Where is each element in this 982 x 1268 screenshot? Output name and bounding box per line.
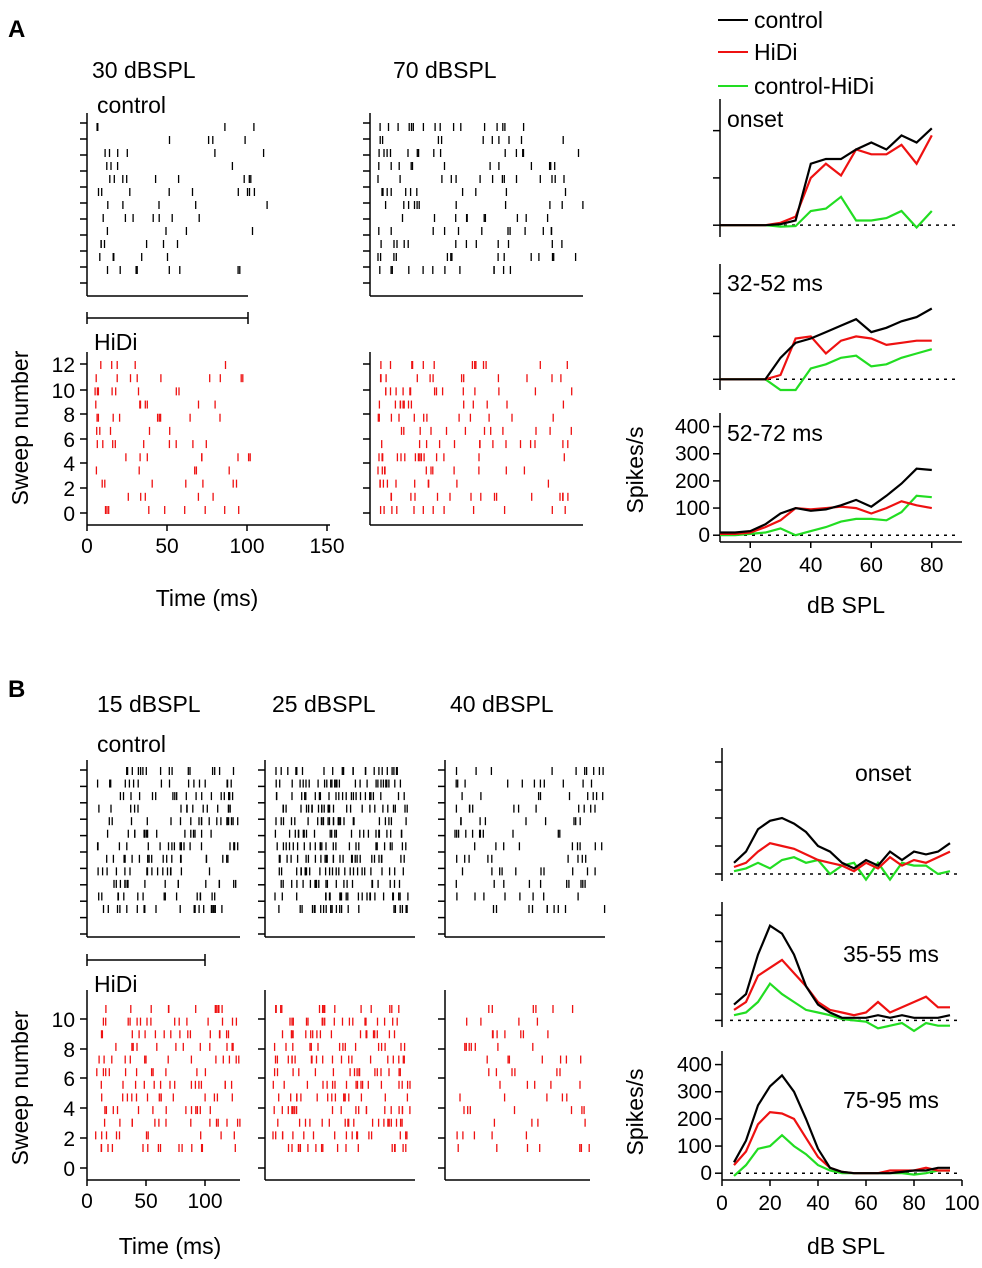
curve-a-52-72-series-control-hidi [720,494,932,537]
curve-b-75-95-x-tick-label: 100 [944,1192,979,1215]
raster-a-hidi-30-y-tick-label: 4 [63,453,75,476]
raster-a-hidi-30-y-tick-label: 12 [52,354,75,377]
raster-b-hidi-0-y-tick-label: 0 [63,1158,75,1181]
raster-b-ylabel: Sweep number [7,1010,33,1165]
curve-b-onset-series-control [733,816,951,870]
raster-b-control-label: control [97,731,166,757]
raster-a-hidi-30-y-tick-label: 2 [63,478,75,501]
curve-a-52-72-y-tick-label: 100 [675,497,710,520]
curve-a-52-72-y-tick-label: 400 [675,416,710,439]
raster-a-hidi-30-y-tick-label: 10 [52,380,75,403]
curve-a1-title: onset [727,106,784,132]
curve-a2-title: 32-52 ms [727,270,823,296]
panel-label-b: B [8,676,25,703]
curve-b1-title: onset [855,760,912,786]
legend-diff-label: control-HiDi [754,73,874,99]
curve-a-32-52-series-control [720,307,933,381]
raster-b-hidi-0-x-tick-label: 50 [134,1190,157,1213]
curve-a-onset-series-control [720,127,933,227]
curve-b-35-55-series-control [733,924,951,1019]
raster-b-hidi-0-y-tick-label: 6 [63,1068,75,1091]
curve-b2-title: 35-55 ms [843,941,939,967]
raster-a-col-title-2: 70 dBSPL [393,57,497,83]
curve-a-52-72-x-tick-label: 60 [860,554,883,577]
curve-b-75-95-y-tick-label: 0 [700,1162,712,1185]
raster-a-hidi-label: HiDi [94,329,137,355]
curve-b-35-55-series-hidi [733,958,950,1017]
raster-b-col-title-1: 15 dBSPL [97,691,201,717]
raster-b-hidi-0-y-tick-label: 4 [63,1098,75,1121]
raster-a-hidi-30-x-tick-label: 0 [81,535,93,558]
curve-b-75-95-x-tick-label: 20 [758,1192,781,1215]
panel-label-a: A [8,16,25,43]
curve-b-75-95-x-tick-label: 0 [716,1192,728,1215]
legend-control-label: control [754,7,823,33]
raster-a-hidi-30-x-tick-label: 100 [229,535,264,558]
curve-b-75-95-series-control [733,1073,950,1175]
raster-b-hidi-label: HiDi [94,971,137,997]
raster-a-hidi-30-y-tick-label: 8 [63,404,75,427]
raster-a-xlabel: Time (ms) [156,585,259,611]
curve-a-52-72-series-control [720,467,932,534]
curve-b-75-95-series-hidi [733,1110,950,1175]
curve-a-52-72-x-tick-label: 40 [799,554,822,577]
curve-b-75-95-x-tick-label: 40 [806,1192,829,1215]
legend-hidi-label: HiDi [754,39,797,65]
raster-b-hidi-0-x-tick-label: 100 [187,1190,222,1213]
curve-a3-title: 52-72 ms [727,420,823,446]
curve-a-52-72-y-tick-label: 200 [675,470,710,493]
curve-a-32-52-series-control-hidi [720,348,933,392]
raster-a-ylabel: Sweep number [7,350,33,505]
raster-b-col-title-2: 25 dBSPL [272,691,376,717]
raster-b-xlabel: Time (ms) [119,1233,222,1259]
curve-a-52-72-y-tick-label: 0 [698,524,710,547]
curve-b-75-95-y-tick-label: 200 [677,1108,712,1131]
curve-a-52-72-series-hidi [720,500,932,536]
raster-b-hidi-0-y-tick-label: 2 [63,1128,75,1151]
curve-b-onset-series-hidi [733,842,951,873]
raster-b-col-title-3: 40 dBSPL [450,691,554,717]
curve-a-ylabel: Spikes/s [622,427,648,514]
raster-b-hidi-0-y-tick-label: 8 [63,1039,75,1062]
curve-a-52-72-y-tick-label: 300 [675,443,710,466]
curve-b-xlabel: dB SPL [807,1233,885,1259]
curve-b-ylabel: Spikes/s [622,1069,648,1156]
curve-b-75-95-series-control-hidi [733,1133,950,1177]
raster-a-hidi-30-x-tick-label: 50 [155,535,178,558]
curve-b-75-95-y-tick-label: 400 [677,1054,712,1077]
curve-b-75-95-x-tick-label: 80 [902,1192,925,1215]
raster-b-hidi-0-x-tick-label: 0 [81,1190,93,1213]
raster-a-hidi-30-y-tick-label: 6 [63,429,75,452]
curve-a-52-72-x-tick-label: 20 [739,554,762,577]
curve-b-75-95-y-tick-label: 300 [677,1081,712,1104]
curve-a-xlabel: dB SPL [807,592,885,618]
raster-a-hidi-30-x-tick-label: 150 [309,535,344,558]
raster-b-hidi-0-y-tick-label: 10 [52,1009,75,1032]
raster-a-col-title-1: 30 dBSPL [92,57,196,83]
curve-a-52-72-x-tick-label: 80 [920,554,943,577]
curve-b3-title: 75-95 ms [843,1087,939,1113]
curve-b-75-95-x-tick-label: 60 [854,1192,877,1215]
curve-a-onset-series-control-hidi [720,195,933,230]
raster-a-hidi-30-y-tick-label: 0 [63,503,75,526]
raster-a-control-label: control [97,92,166,118]
curve-b-75-95-y-tick-label: 100 [677,1135,712,1158]
curve-b-35-55-series-control-hidi [733,981,950,1033]
